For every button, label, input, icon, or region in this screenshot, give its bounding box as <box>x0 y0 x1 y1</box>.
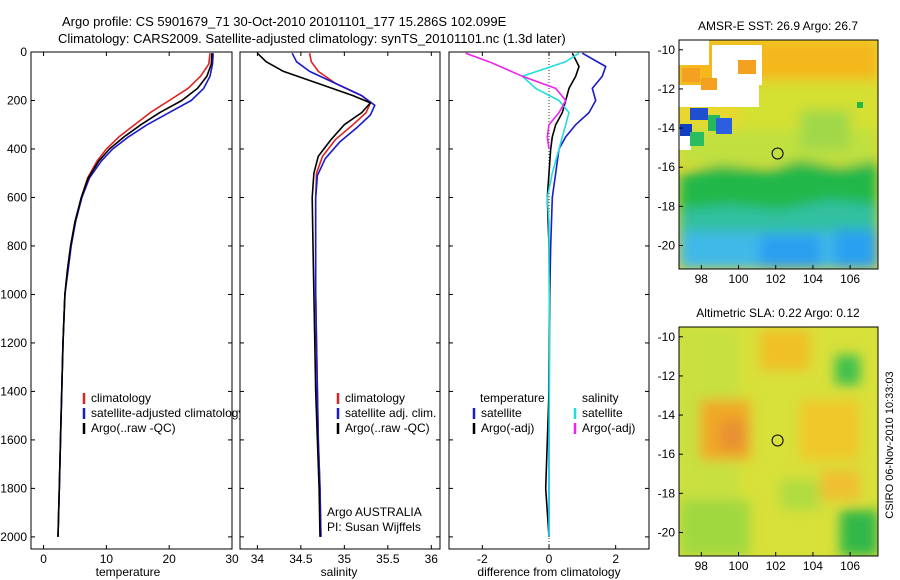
temperature-depth-ticks: 0 200 400 600 800 1000 1200 1400 1600 1800 2000 <box>0 45 232 544</box>
x-tick-label: 30 <box>225 552 239 566</box>
salinity-series <box>256 52 376 537</box>
x-tick-label: 0 <box>40 552 47 566</box>
map-x-tick-label: 98 <box>695 272 709 286</box>
series-line-salinity-satellite <box>521 52 580 537</box>
map-y-tick-label: -16 <box>658 447 676 461</box>
depth-tick-label: 1800 <box>0 481 27 495</box>
map-x-tick-label: 104 <box>803 272 823 286</box>
map-x-tick-label: 100 <box>728 559 748 573</box>
x-tick-label: 0 <box>546 552 553 566</box>
map-x-tick-label: 106 <box>840 559 860 573</box>
map-y-tick-label: -12 <box>658 82 676 96</box>
map-y-tick-label: -18 <box>658 486 676 500</box>
sst-float-position-marker <box>771 147 784 160</box>
depth-tick-label: 2000 <box>0 530 27 544</box>
salinity-legend-item-label: satellite adj. clim. <box>345 406 436 420</box>
temperature-x-ticks: 0 10 20 30 <box>40 52 239 566</box>
x-tick-label: 2 <box>612 552 619 566</box>
x-tick-label: 36 <box>425 552 439 566</box>
figure-title-line1: Argo profile: CS 5901679_71 30-Oct-2010 … <box>62 14 507 29</box>
series-line-satellite <box>291 52 376 537</box>
map-x-tick-label: 106 <box>840 272 860 286</box>
x-tick-label: -2 <box>477 552 488 566</box>
sla-map-title: Altimetric SLA: 0.22 Argo: 0.12 <box>696 306 860 320</box>
sst-map-title: AMSR-E SST: 26.9 Argo: 26.7 <box>698 19 858 33</box>
salinity-xlabel: salinity <box>321 565 358 579</box>
figure-title-line2: Climatology: CARS2009. Satellite-adjuste… <box>58 31 566 46</box>
depth-tick-label: 1200 <box>0 336 27 350</box>
x-tick-label: 35 <box>338 552 352 566</box>
salinity-annotation-line1: Argo AUSTRALIA <box>327 505 422 519</box>
map-y-tick-label: -16 <box>658 160 676 174</box>
sst-map-ticks: 98 100 102 104 106 -10 -12 -14 -16 -18 -20 <box>658 43 861 286</box>
temperature-series <box>57 53 214 537</box>
depth-tick-label: 1600 <box>0 433 27 447</box>
sst-map-field <box>679 40 878 269</box>
map-y-tick-label: -10 <box>658 330 676 344</box>
x-tick-label: 35.5 <box>376 552 400 566</box>
sla-map-ticks: 98 100 102 104 106 -10 -12 -14 -16 -18 -20 <box>658 330 861 573</box>
salinity-annotation-line2: PI: Susan Wijffels <box>327 520 421 534</box>
difference-legend-temperature-item-label: Argo(-adj) <box>481 421 534 435</box>
map-y-tick-label: -10 <box>658 43 676 57</box>
difference-panel: -2 0 2 difference from climatology tempera… <box>448 51 650 579</box>
map-y-tick-label: -14 <box>658 121 676 135</box>
series-line-argo <box>256 52 372 537</box>
temperature-legend-item-label: satellite-adjusted climatology <box>91 406 244 420</box>
map-x-tick-label: 98 <box>695 559 709 573</box>
difference-legend-salinity-item-label: satellite <box>582 406 623 420</box>
map-x-tick-label: 104 <box>803 559 823 573</box>
salinity-legend-item-label: climatology <box>345 391 405 405</box>
sst-map-panel: AMSR-E SST: 26.9 Argo: 26.7 <box>658 19 879 286</box>
temperature-xlabel: temperature <box>96 565 161 579</box>
temperature-panel: 0 200 400 600 800 1000 1200 1400 1600 1800 2000 0 1… <box>0 45 244 579</box>
temperature-legend-item-label: Argo(..raw -QC) <box>91 421 176 435</box>
depth-tick-label: 400 <box>7 142 27 156</box>
depth-tick-label: 1000 <box>0 287 27 301</box>
series-line-salinity-argo <box>465 52 567 150</box>
series-line-argo <box>57 53 213 537</box>
salinity-axes-box <box>239 51 441 550</box>
map-y-tick-label: -20 <box>658 526 676 540</box>
depth-tick-label: 200 <box>7 93 27 107</box>
depth-tick-label: 600 <box>7 190 27 204</box>
salinity-legend-item-label: Argo(..raw -QC) <box>345 421 430 435</box>
x-tick-label: 34 <box>251 552 265 566</box>
difference-series <box>465 52 607 537</box>
difference-legend-salinity-title: salinity <box>582 391 619 405</box>
difference-legend-temperature-title: temperature <box>480 391 545 405</box>
map-x-tick-label: 100 <box>728 272 748 286</box>
x-tick-label: 34.5 <box>289 552 313 566</box>
depth-tick-label: 800 <box>7 239 27 253</box>
map-x-tick-label: 102 <box>766 559 786 573</box>
map-y-tick-label: -14 <box>658 408 676 422</box>
temperature-legend-item-label: climatology <box>91 391 151 405</box>
sla-map-frame <box>678 326 879 557</box>
difference-xlabel: difference from climatology <box>477 565 620 579</box>
sla-map-panel: Altimetric SLA: 0.22 Argo: 0.12 98 100 102… <box>658 306 879 573</box>
sla-float-position-marker <box>771 434 784 447</box>
difference-depth-ticks <box>449 51 649 538</box>
x-tick-label: 20 <box>163 552 177 566</box>
map-y-tick-label: -20 <box>658 239 676 253</box>
depth-tick-label: 0 <box>20 45 27 59</box>
difference-legend-salinity-item-label: Argo(-adj) <box>582 421 635 435</box>
map-y-tick-label: -18 <box>658 199 676 213</box>
salinity-x-ticks: 34 34.5 35 35.5 36 <box>251 52 439 566</box>
x-tick-label: 10 <box>100 552 114 566</box>
map-x-tick-label: 102 <box>766 272 786 286</box>
salinity-panel: 34 34.5 35 35.5 36 salinity climatologysatel… <box>239 51 441 579</box>
difference-legend-temperature-item-label: satellite <box>481 406 522 420</box>
depth-tick-label: 1400 <box>0 384 27 398</box>
map-y-tick-label: -12 <box>658 369 676 383</box>
sst-map-frame <box>678 39 879 270</box>
salinity-depth-ticks <box>240 51 440 538</box>
side-timestamp: CSIRO 06-Nov-2010 10:33:03 <box>884 371 896 518</box>
sla-map-field <box>679 327 878 556</box>
